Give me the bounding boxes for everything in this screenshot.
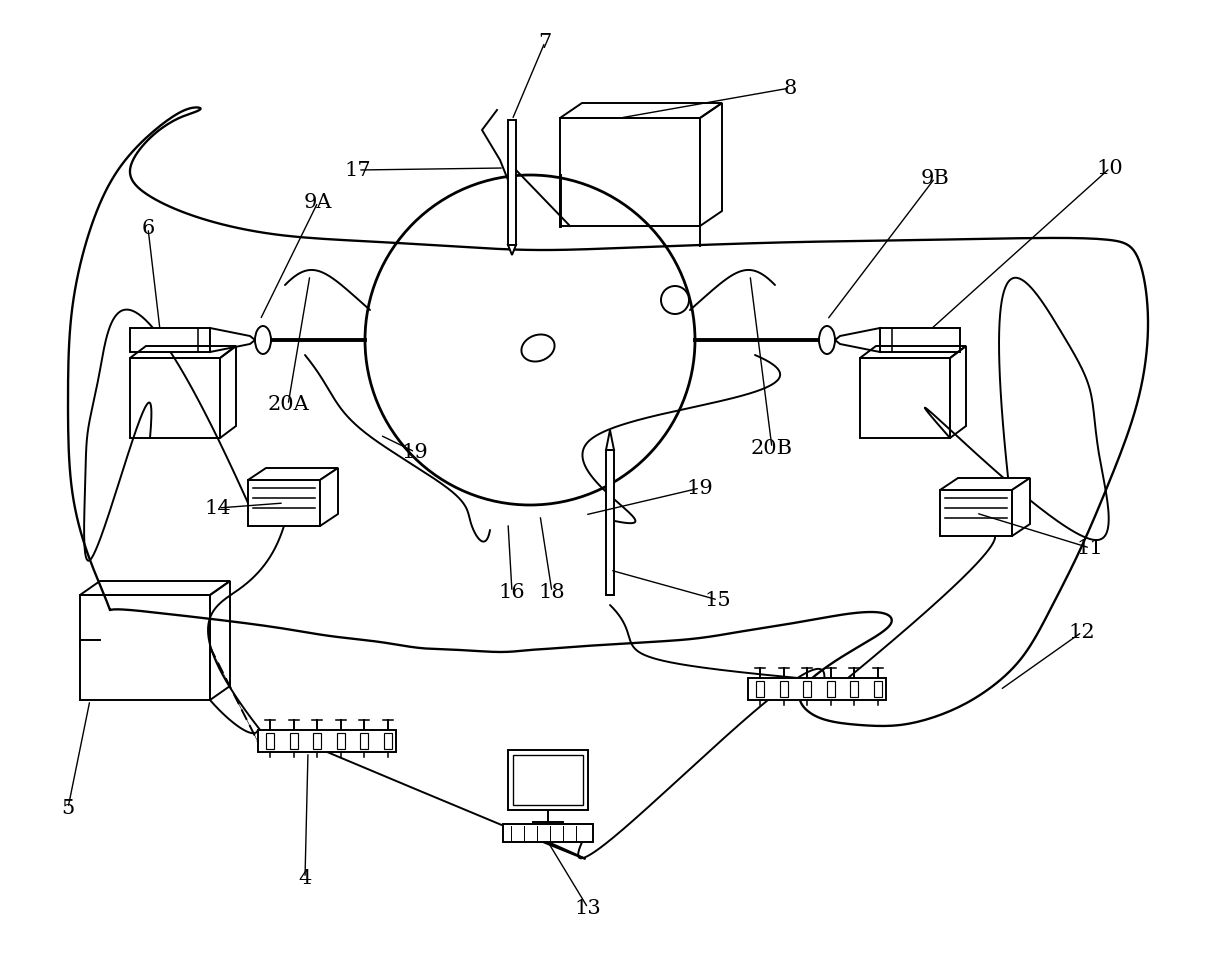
Text: 18: 18 [538,583,565,601]
Text: 6: 6 [142,218,155,237]
Polygon shape [508,750,588,810]
Text: 20B: 20B [751,438,793,457]
Text: 19: 19 [402,443,428,461]
Polygon shape [880,328,960,352]
Polygon shape [503,824,593,842]
Circle shape [661,286,688,314]
Polygon shape [248,468,338,480]
Circle shape [365,175,695,505]
Polygon shape [835,328,880,352]
Polygon shape [606,450,613,595]
Text: 9B: 9B [921,169,950,187]
Text: 12: 12 [1068,622,1095,642]
Text: 4: 4 [299,868,312,888]
Text: 14: 14 [204,499,231,517]
Text: 13: 13 [575,898,601,918]
Text: 11: 11 [1077,538,1104,558]
Text: 8: 8 [783,78,796,97]
Polygon shape [508,120,515,245]
Text: 17: 17 [345,160,371,179]
Polygon shape [258,730,396,752]
Text: 16: 16 [499,583,525,601]
Polygon shape [1012,478,1030,536]
Polygon shape [211,328,255,352]
Text: 19: 19 [686,479,714,498]
Polygon shape [606,430,613,450]
Ellipse shape [819,326,835,354]
Text: 15: 15 [704,591,731,610]
Polygon shape [129,328,211,352]
Text: 10: 10 [1096,158,1123,178]
Text: 7: 7 [538,33,552,51]
Polygon shape [748,678,886,700]
Ellipse shape [522,335,554,362]
Text: 20A: 20A [267,396,309,415]
Polygon shape [940,490,1012,536]
Polygon shape [508,245,515,255]
Polygon shape [940,478,1030,490]
Ellipse shape [255,326,271,354]
Text: 9A: 9A [304,192,333,211]
Text: 5: 5 [62,798,75,817]
Polygon shape [248,480,319,526]
Polygon shape [319,468,338,526]
